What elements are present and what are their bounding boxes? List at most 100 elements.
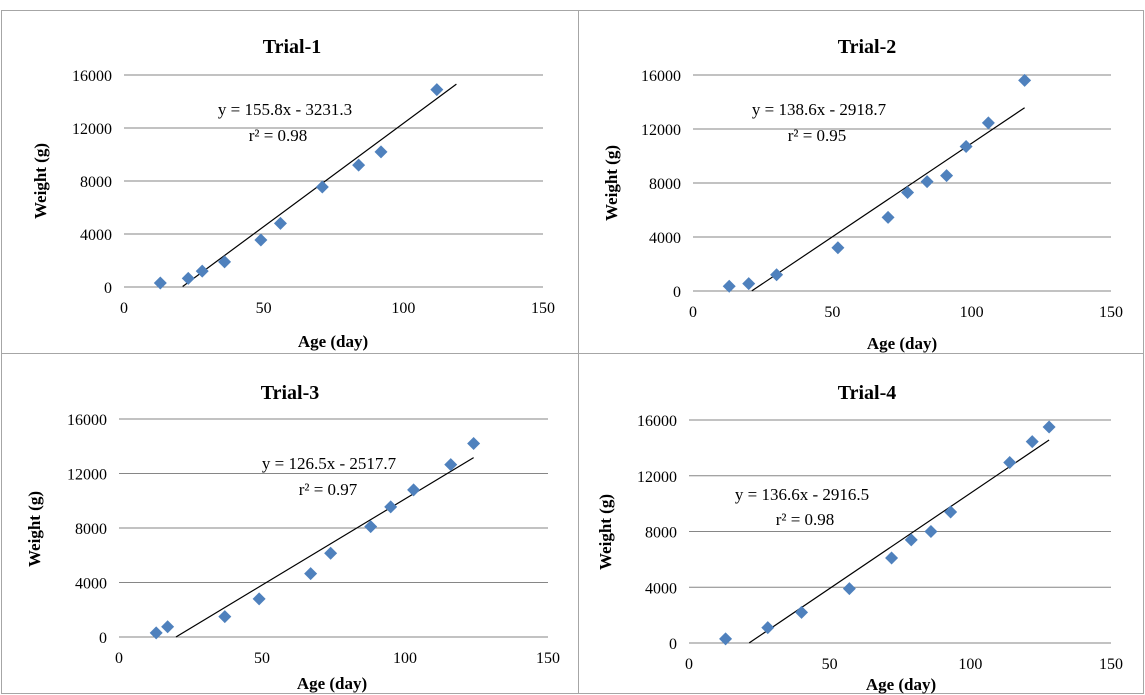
y-tick-label: 0 [669,636,677,653]
chart-trial-2: 0 4000 8000 12000 16000 0 50 100 150 Trial-2 Age (… [602,36,1123,353]
y-tick-label: 16000 [641,68,681,85]
y-axis-label: Weight (g) [31,143,50,219]
data-point [1018,73,1032,87]
data-point [444,458,458,472]
data-point [904,533,918,547]
x-tick-label: 0 [685,656,693,673]
x-tick-label: 0 [689,304,697,321]
x-tick-label: 50 [254,650,270,667]
data-point [831,241,845,255]
r-squared-label: r² = 0.98 [249,126,308,145]
data-point [761,621,775,635]
trendline-equation: y = 136.6x - 2916.5 [735,485,869,504]
data-point [218,610,232,624]
y-tick-label: 4000 [649,230,681,247]
data-point [1025,435,1039,449]
trendline [751,107,1025,292]
chart-title: Trial-4 [838,382,897,404]
chart-panel-trial-1: 0 4000 8000 12000 16000 0 50 100 150 Trial-1 Age (… [1,10,579,354]
data-point [742,277,756,291]
chart-panel-trial-4: 0 4000 8000 12000 16000 0 50 100 150 Trial-4 Age (… [578,353,1144,694]
y-tick-label: 4000 [75,576,107,593]
y-tick-label: 4000 [645,580,677,597]
data-point [304,567,318,581]
trendline-equation: y = 126.5x - 2517.7 [262,454,397,473]
data-point [218,255,232,269]
data-point [944,505,958,519]
data-point [885,551,899,565]
data-point [374,145,388,159]
chart-trial-1: 0 4000 8000 12000 16000 0 50 100 150 Trial-1 Age (… [31,36,555,351]
r-squared-label: r² = 0.98 [776,510,835,529]
x-axis-label: Age (day) [297,674,367,693]
x-tick-label: 0 [120,300,128,317]
r-squared-label: r² = 0.97 [299,480,358,499]
data-point [924,525,938,538]
data-point [195,264,209,278]
data-point [254,233,268,247]
x-axis-label: Age (day) [867,334,937,353]
y-axis-label: Weight (g) [596,494,615,570]
data-point [842,582,856,596]
trendline-equation: y = 155.8x - 3231.3 [218,100,352,119]
data-point [719,632,733,646]
trendline [175,457,474,638]
data-point [149,626,163,640]
data-point [881,210,895,224]
data-point [430,83,444,97]
x-tick-label: 100 [960,304,984,321]
y-tick-label: 4000 [80,227,112,244]
y-tick-label: 12000 [637,469,677,486]
chart-title: Trial-3 [261,382,320,404]
y-axis-label: Weight (g) [602,145,621,221]
chart-panel-trial-2: 0 4000 8000 12000 16000 0 50 100 150 Trial-2 Age (… [578,10,1144,354]
x-axis-label: Age (day) [298,332,368,351]
y-tick-label: 0 [673,284,681,301]
y-tick-label: 0 [99,630,107,647]
y-tick-label: 8000 [649,176,681,193]
chart-title: Trial-2 [838,36,897,58]
data-point [407,483,421,497]
chart-trial-3: 0 4000 8000 12000 16000 0 50 100 150 Trial-3 Age (… [25,382,560,693]
x-tick-label: 50 [822,656,838,673]
data-point [352,158,366,172]
y-tick-label: 16000 [637,413,677,430]
y-tick-label: 12000 [72,121,112,138]
data-point [1003,456,1017,470]
x-axis-label: Age (day) [866,675,936,694]
data-point [959,140,973,154]
x-tick-label: 100 [958,656,982,673]
x-tick-label: 150 [536,650,560,667]
x-tick-label: 50 [256,300,272,317]
data-point [181,271,195,285]
y-axis-label: Weight (g) [25,491,44,567]
data-point [315,180,329,194]
y-tick-label: 8000 [75,521,107,538]
x-tick-label: 150 [1099,304,1123,321]
data-point [252,592,266,606]
trendline-equation: y = 138.6x - 2918.7 [752,100,887,119]
data-point [384,500,398,514]
data-point [795,605,809,619]
chart-trial-4: 0 4000 8000 12000 16000 0 50 100 150 Trial-4 Age (… [596,382,1123,694]
x-tick-label: 0 [115,650,123,667]
data-point [467,437,481,451]
x-tick-label: 50 [824,304,840,321]
data-point [153,276,167,290]
data-point [940,169,954,183]
data-point [364,520,378,534]
y-tick-label: 16000 [72,68,112,85]
trendline [748,439,1050,644]
data-point [981,116,995,130]
y-tick-label: 16000 [67,412,107,429]
chart-title: Trial-1 [263,36,322,58]
x-tick-label: 100 [393,650,417,667]
data-point [1042,420,1056,434]
data-point [901,185,915,199]
data-point [273,216,287,230]
data-point [161,620,175,634]
x-tick-label: 150 [1099,656,1123,673]
chart-panel-trial-3: 0 4000 8000 12000 16000 0 50 100 150 Trial-3 Age (… [1,353,579,694]
y-tick-label: 12000 [641,122,681,139]
